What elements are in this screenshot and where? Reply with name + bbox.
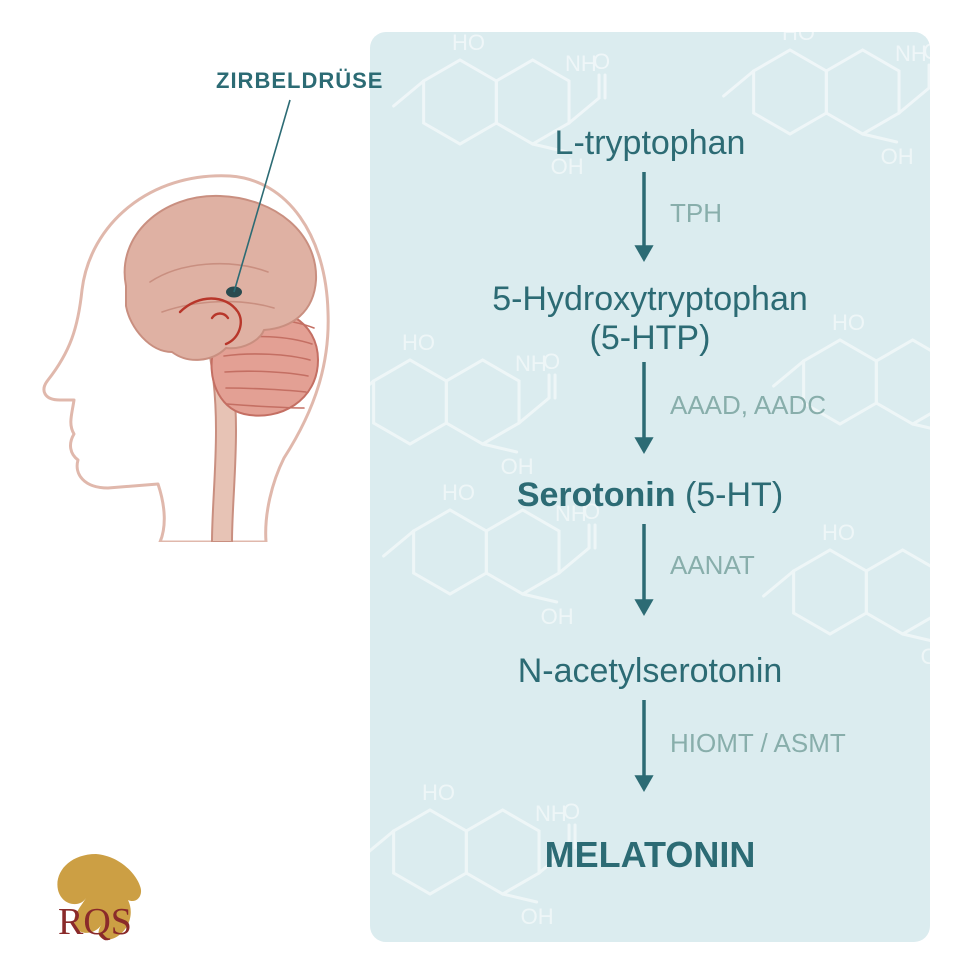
pathway-step-1: 5-Hydroxytryptophan (5-HTP)	[370, 280, 930, 358]
svg-text:HO: HO	[822, 520, 855, 545]
pathway-step-2: Serotonin (5-HT)	[370, 476, 930, 515]
svg-text:HO: HO	[422, 780, 455, 805]
pathway-step-3: N-acetylserotonin	[370, 652, 930, 691]
pathway-arrow-1	[626, 362, 662, 454]
pathway-arrow-2	[626, 524, 662, 616]
enzyme-label-1: AAAD, AADC	[670, 390, 826, 421]
svg-text:HO: HO	[782, 32, 815, 45]
svg-text:OH: OH	[521, 904, 554, 929]
logo-text: RQS	[58, 901, 132, 943]
pathway-arrow-3	[626, 700, 662, 792]
svg-text:OH: OH	[541, 604, 574, 629]
enzyme-label-3: HIOMT / ASMT	[670, 728, 846, 759]
svg-text:O: O	[593, 49, 610, 74]
svg-text:O: O	[563, 799, 580, 824]
pineal-gland-label: ZIRBELDRÜSE	[216, 68, 383, 94]
pathway-step-0: L-tryptophan	[370, 124, 930, 163]
enzyme-label-0: TPH	[670, 198, 722, 229]
brain-illustration	[30, 162, 350, 542]
enzyme-label-2: AANAT	[670, 550, 755, 581]
pathway-panel: HONHOHOHONHOHOHONHOHOHONHOHOHONHOHOHONHO…	[370, 32, 930, 942]
pineal-gland-icon	[226, 287, 242, 298]
svg-text:O: O	[923, 39, 930, 64]
rqs-logo: RQS	[40, 848, 150, 944]
svg-text:HO: HO	[452, 32, 485, 55]
pathway-step-4: MELATONIN	[370, 834, 930, 875]
pathway-arrow-0	[626, 172, 662, 262]
